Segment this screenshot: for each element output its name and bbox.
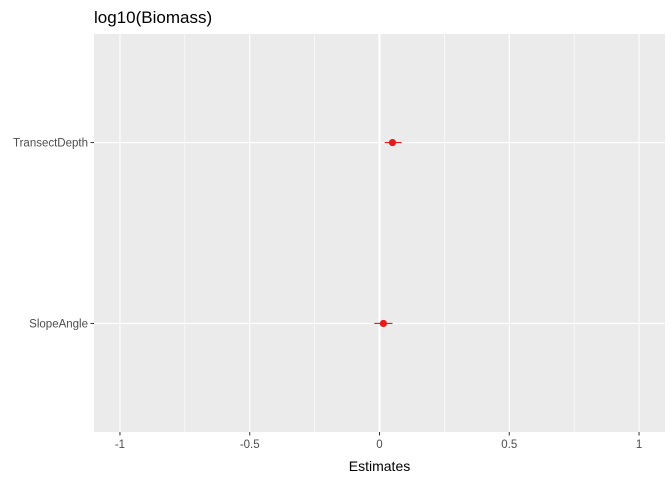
estimate-point [379,319,387,328]
x-tick-label: 0 [376,439,382,451]
y-tick-label: TransectDepth [13,138,88,150]
y-axis: TransectDepth SlopeAngle [13,138,94,330]
y-tick-label: SlopeAngle [29,318,88,330]
chart-title: log10(Biomass) [94,8,212,27]
x-axis-title: Estimates [349,458,410,474]
x-tick-label: 0.5 [501,439,517,451]
x-tick-label: -0.5 [240,439,260,451]
estimate-point [388,138,397,147]
x-tick-label: -1 [115,439,125,451]
x-axis: -1 -0.5 0 0.5 1 [115,432,642,451]
minor-gridlines [184,34,575,432]
data-marks [374,138,402,328]
x-tick-label: 1 [636,439,642,451]
